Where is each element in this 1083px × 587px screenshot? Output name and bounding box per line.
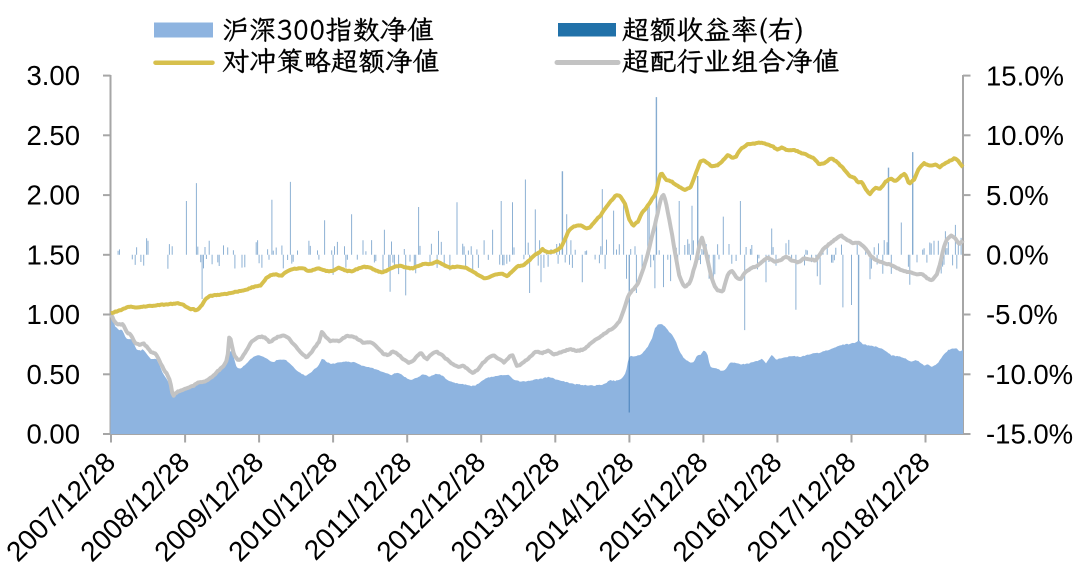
svg-text:1.00: 1.00	[26, 299, 80, 330]
svg-text:15.0%: 15.0%	[986, 60, 1064, 91]
svg-text:10.0%: 10.0%	[986, 120, 1064, 151]
svg-text:0.50: 0.50	[26, 359, 80, 390]
svg-text:-15.0%: -15.0%	[986, 419, 1073, 450]
svg-text:-5.0%: -5.0%	[986, 299, 1058, 330]
svg-text:0.00: 0.00	[26, 419, 80, 450]
svg-text:1.50: 1.50	[26, 239, 80, 270]
svg-text:0.0%: 0.0%	[986, 240, 1049, 271]
svg-text:2.00: 2.00	[26, 180, 80, 211]
svg-text:2.50: 2.50	[26, 120, 80, 151]
svg-text:3.00: 3.00	[26, 60, 80, 91]
svg-text:-10.0%: -10.0%	[986, 359, 1073, 390]
svg-text:5.0%: 5.0%	[986, 180, 1049, 211]
